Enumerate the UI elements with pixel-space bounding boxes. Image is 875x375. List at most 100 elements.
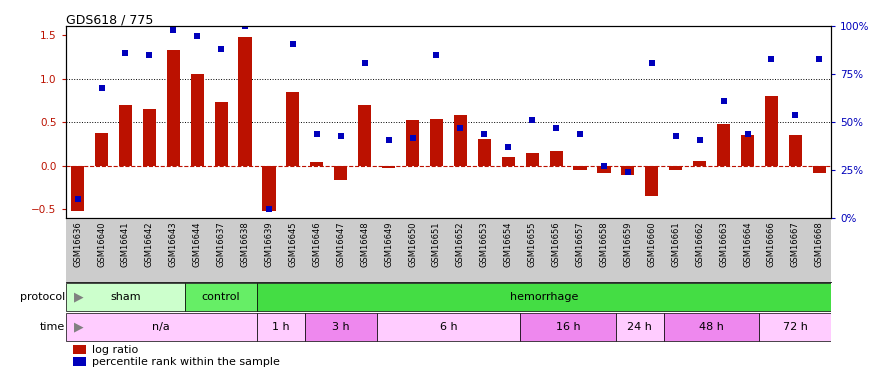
Point [573, 131, 587, 137]
FancyBboxPatch shape [66, 313, 257, 341]
Bar [430, 119, 443, 166]
Bar [550, 151, 563, 166]
Text: ▶: ▶ [74, 291, 84, 304]
Point [812, 56, 826, 62]
Text: percentile rank within the sample: percentile rank within the sample [93, 357, 280, 367]
Bar [94, 133, 108, 166]
Text: GSM16648: GSM16648 [360, 221, 369, 267]
Text: GSM16652: GSM16652 [456, 221, 465, 267]
FancyBboxPatch shape [376, 313, 521, 341]
Point [501, 144, 515, 150]
FancyBboxPatch shape [257, 313, 304, 341]
Text: 48 h: 48 h [699, 322, 724, 332]
Text: GSM16642: GSM16642 [145, 221, 154, 267]
FancyBboxPatch shape [521, 313, 616, 341]
Bar [143, 109, 156, 166]
Point [453, 125, 467, 131]
Text: GSM16638: GSM16638 [241, 221, 249, 267]
Point [333, 133, 347, 139]
Point [118, 50, 132, 56]
Point [740, 131, 754, 137]
Bar [598, 166, 611, 173]
Text: GSM16646: GSM16646 [312, 221, 321, 267]
Bar [501, 157, 514, 166]
Point [525, 117, 539, 123]
Point [693, 136, 707, 142]
Bar [286, 92, 299, 166]
Bar [71, 166, 84, 211]
Text: control: control [202, 292, 241, 302]
Text: GSM16656: GSM16656 [551, 221, 561, 267]
FancyBboxPatch shape [66, 283, 186, 312]
Point [71, 196, 85, 202]
Text: sham: sham [110, 292, 141, 302]
Text: 6 h: 6 h [439, 322, 458, 332]
Bar [334, 166, 347, 180]
Point [238, 23, 252, 29]
Bar [191, 74, 204, 166]
Text: time: time [40, 322, 65, 332]
Bar [669, 166, 682, 170]
Bar [239, 37, 252, 166]
FancyBboxPatch shape [664, 313, 760, 341]
Text: 72 h: 72 h [783, 322, 808, 332]
Bar [74, 357, 86, 366]
Text: GSM16667: GSM16667 [791, 221, 800, 267]
FancyBboxPatch shape [304, 313, 376, 341]
Text: GSM16639: GSM16639 [264, 221, 274, 267]
FancyBboxPatch shape [186, 283, 257, 312]
Text: GSM16636: GSM16636 [74, 221, 82, 267]
Text: GSM16661: GSM16661 [671, 221, 680, 267]
Bar [214, 102, 228, 166]
Text: GSM16653: GSM16653 [480, 221, 489, 267]
Text: GSM16654: GSM16654 [504, 221, 513, 267]
Text: GSM16659: GSM16659 [623, 221, 633, 267]
Bar [478, 139, 491, 166]
Bar [167, 50, 180, 166]
Point [286, 40, 300, 46]
Text: GSM16668: GSM16668 [815, 221, 823, 267]
Text: GSM16637: GSM16637 [217, 221, 226, 267]
Text: GSM16664: GSM16664 [743, 221, 752, 267]
Bar [693, 162, 706, 166]
Text: 1 h: 1 h [272, 322, 290, 332]
Bar [74, 345, 86, 354]
Text: GSM16657: GSM16657 [576, 221, 584, 267]
Text: GSM16662: GSM16662 [695, 221, 704, 267]
Bar [526, 153, 539, 166]
Text: n/a: n/a [152, 322, 171, 332]
Bar [741, 135, 754, 166]
Bar [765, 96, 778, 166]
Bar [262, 166, 276, 211]
Point [717, 98, 731, 104]
Text: log ratio: log ratio [93, 345, 138, 355]
Bar [311, 162, 324, 166]
Bar [119, 105, 132, 166]
Text: GSM16650: GSM16650 [408, 221, 417, 267]
FancyBboxPatch shape [257, 283, 831, 312]
Point [430, 52, 444, 58]
Bar [382, 166, 396, 168]
Text: GSM16660: GSM16660 [648, 221, 656, 267]
Text: GSM16658: GSM16658 [599, 221, 608, 267]
Bar [813, 166, 826, 173]
Point [621, 169, 635, 175]
Text: hemorrhage: hemorrhage [510, 292, 578, 302]
Text: GSM16641: GSM16641 [121, 221, 130, 267]
Text: GSM16643: GSM16643 [169, 221, 178, 267]
Text: ▶: ▶ [74, 321, 84, 333]
Text: GSM16644: GSM16644 [192, 221, 202, 267]
Text: GSM16655: GSM16655 [528, 221, 536, 267]
Point [405, 135, 419, 141]
Text: 16 h: 16 h [556, 322, 580, 332]
Point [645, 60, 659, 66]
Point [310, 131, 324, 137]
Point [94, 85, 108, 91]
Bar [645, 166, 658, 196]
Bar [358, 105, 371, 166]
Point [214, 46, 228, 52]
Point [668, 133, 682, 139]
Text: GSM16651: GSM16651 [432, 221, 441, 267]
Point [358, 60, 372, 66]
Point [143, 52, 157, 58]
